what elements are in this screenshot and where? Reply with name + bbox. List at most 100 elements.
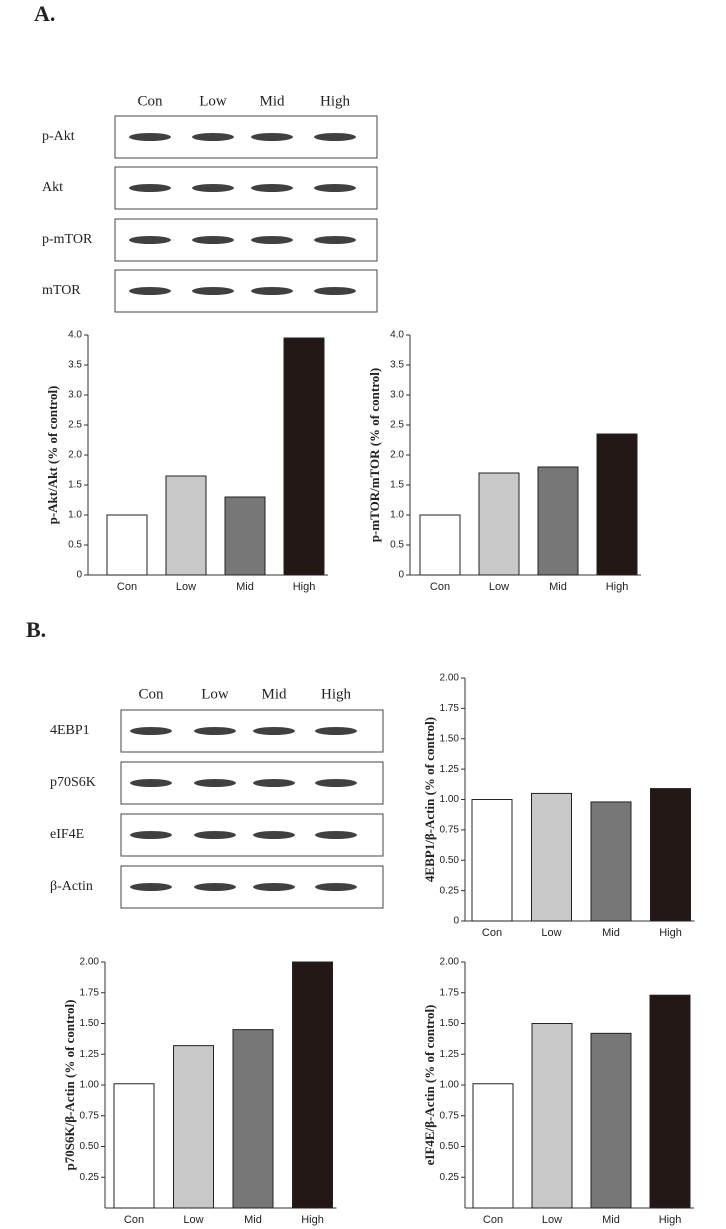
bar (173, 1045, 214, 1209)
y-tick-label: 0.25 (440, 1172, 460, 1183)
blot-band (192, 184, 234, 192)
y-tick-label: 4.0 (68, 330, 82, 341)
blot-band (194, 779, 236, 787)
y-tick-label: 4.0 (390, 330, 404, 341)
y-tick-label: 0.5 (390, 540, 404, 551)
y-tick-label: 0 (453, 916, 459, 927)
y-tick-label: 0.50 (440, 855, 460, 866)
y-tick-label: 1.25 (440, 1049, 460, 1060)
x-tick-label: Mid (244, 1214, 262, 1226)
y-tick-label: 0.75 (440, 1110, 460, 1121)
bar (478, 472, 520, 576)
blot-band (129, 236, 171, 244)
bar (596, 433, 638, 576)
lane-label: Con (137, 93, 163, 109)
bar (471, 799, 513, 922)
blot-band (129, 287, 171, 295)
y-tick-label: 1.0 (68, 510, 82, 521)
y-tick-label: 1.00 (80, 1080, 100, 1091)
bar (283, 337, 325, 576)
lane-label: Mid (261, 686, 287, 702)
bar (472, 1083, 514, 1209)
y-tick-label: 3.5 (390, 360, 404, 371)
x-tick-label: Low (541, 927, 561, 939)
x-tick-label: Con (430, 581, 450, 593)
y-tick-label: 0.50 (440, 1141, 460, 1152)
blot-band (253, 779, 295, 787)
bar (531, 1023, 573, 1209)
lane-label: Mid (259, 93, 285, 109)
y-tick-label: 1.50 (440, 733, 460, 744)
bar (419, 514, 461, 576)
blot-band (129, 184, 171, 192)
x-tick-label: Con (482, 927, 502, 939)
x-tick-label: Con (117, 581, 137, 593)
y-axis-label: 4EBP1/β-Actin (% of control) (422, 717, 437, 882)
y-tick-label: 3.5 (68, 360, 82, 371)
bar (224, 496, 266, 576)
blot-band (192, 133, 234, 141)
blot-band (315, 727, 357, 735)
y-axis-label: p-Akt/Akt (% of control) (45, 386, 60, 525)
x-tick-label: Low (489, 581, 509, 593)
bar (537, 466, 579, 576)
bar (531, 792, 572, 922)
panel-label: B. (26, 617, 46, 642)
blot-band (314, 133, 356, 141)
blot-band (253, 883, 295, 891)
y-tick-label: 2.5 (68, 420, 82, 431)
blot-band (314, 236, 356, 244)
y-tick-label: 1.00 (440, 794, 460, 805)
blot-band (194, 727, 236, 735)
y-tick-label: 1.25 (80, 1049, 100, 1060)
blot-band (130, 831, 172, 839)
y-tick-label: 2.00 (440, 673, 460, 684)
blot-band (130, 779, 172, 787)
y-tick-label: 1.75 (440, 703, 460, 714)
bar (165, 475, 207, 576)
y-tick-label: 1.25 (440, 764, 460, 775)
y-axis-label: eIF4E/β-Actin (% of control) (422, 1005, 437, 1166)
y-tick-label: 0 (76, 570, 82, 581)
blot-band (251, 133, 293, 141)
y-tick-label: 2.0 (390, 450, 404, 461)
y-tick-label: 3.0 (68, 390, 82, 401)
blot-band (194, 831, 236, 839)
y-tick-label: 1.50 (440, 1018, 460, 1029)
x-tick-label: Con (124, 1214, 144, 1226)
x-tick-label: High (293, 581, 316, 593)
y-tick-label: 0.25 (440, 885, 460, 896)
blot-label: p70S6K (50, 775, 96, 790)
y-tick-label: 2.0 (68, 450, 82, 461)
lane-label: High (321, 686, 352, 702)
blot-label: p-Akt (42, 129, 75, 144)
y-axis-label: p70S6K/β-Actin (% of control) (62, 1000, 77, 1171)
blot-label: Akt (42, 180, 63, 195)
bar (650, 788, 691, 922)
y-tick-label: 1.0 (390, 510, 404, 521)
x-tick-label: Low (176, 581, 196, 593)
blot-band (253, 727, 295, 735)
y-tick-label: 2.00 (80, 957, 100, 968)
bar (292, 961, 333, 1209)
y-tick-label: 0.5 (68, 540, 82, 551)
x-tick-label: Mid (236, 581, 254, 593)
blot-label: 4EBP1 (50, 723, 90, 738)
blot-label: eIF4E (50, 827, 84, 842)
y-tick-label: 1.75 (80, 987, 100, 998)
blot-label: β-Actin (50, 879, 93, 894)
lane-label: Low (199, 93, 227, 109)
x-tick-label: High (606, 581, 629, 593)
blot-band (251, 287, 293, 295)
blot-band (314, 184, 356, 192)
x-tick-label: High (301, 1214, 324, 1226)
blot-band (130, 883, 172, 891)
y-tick-label: 0.75 (440, 825, 460, 836)
y-tick-label: 1.00 (440, 1080, 460, 1091)
blot-band (194, 883, 236, 891)
bar (106, 514, 148, 576)
y-tick-label: 0.25 (80, 1172, 100, 1183)
blot-label: mTOR (42, 283, 81, 298)
y-tick-label: 0.50 (80, 1141, 100, 1152)
y-tick-label: 0.75 (80, 1110, 100, 1121)
